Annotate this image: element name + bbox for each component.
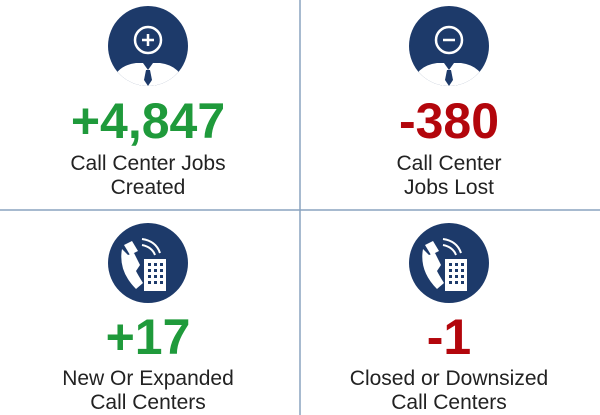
person-minus-icon [409,6,489,86]
stat-label: Jobs Lost [404,176,494,199]
stat-value: +17 [106,309,191,365]
call-center-icon [408,222,490,304]
stat-value: -380 [399,93,499,149]
stat-label: Call Center Jobs [70,152,225,175]
stat-label: Call Centers [391,391,507,414]
stat-label: Created [111,176,186,199]
stat-label: Call Centers [90,391,206,414]
stat-label: Closed or Downsized [350,367,548,390]
stat-label: New Or Expanded [62,367,234,390]
person-plus-icon [108,6,188,86]
stat-value: -1 [427,309,471,365]
stat-label: Call Center [396,152,501,175]
call-center-icon [107,222,189,304]
stat-value: +4,847 [71,93,225,149]
